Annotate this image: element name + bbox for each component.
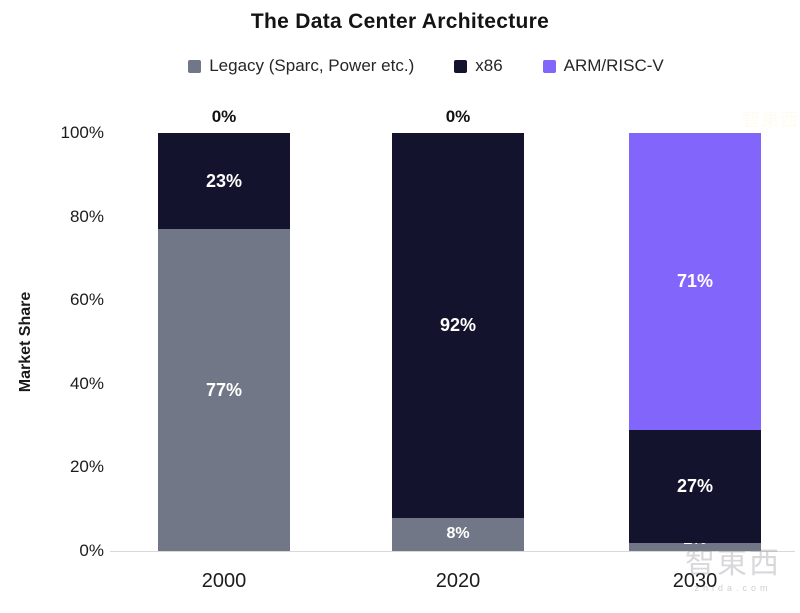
y-tick-60: 60% bbox=[69, 290, 104, 310]
segment-label-x86-2030: 27% bbox=[676, 476, 714, 497]
legend-item-legacy-sparc-power-etc: Legacy (Sparc, Power etc.) bbox=[188, 56, 414, 76]
chart-title: The Data Center Architecture bbox=[250, 10, 550, 33]
legend-item-arm-risc-v: ARM/RISC-V bbox=[542, 56, 664, 76]
above-bar-label-2020: 0% bbox=[445, 107, 471, 126]
bar-2000: 77% 23% bbox=[158, 133, 290, 551]
y-tick-40: 40% bbox=[69, 373, 104, 393]
legend-swatch-x86 bbox=[454, 59, 468, 73]
segment-x86-2020: 92% bbox=[392, 133, 524, 518]
segment-label-x86-2000: 23% bbox=[205, 171, 243, 192]
y-tick-20: 20% bbox=[69, 457, 104, 477]
segment-legacy-sparc-power-etc-2030: 2% bbox=[629, 531, 761, 551]
y-tick-100: 100% bbox=[60, 123, 104, 142]
segment-label-x86-2020: 92% bbox=[439, 315, 477, 336]
segment-label-legacy-sparc-power-etc-2000: 77% bbox=[205, 380, 243, 401]
segment-legacy-sparc-power-etc-2020: 8% bbox=[392, 517, 524, 551]
segment-x86-2030: 27% bbox=[629, 429, 761, 543]
segment-legacy-sparc-power-etc-2000: 77% bbox=[158, 229, 290, 551]
y-tick-0: 0% bbox=[79, 541, 104, 560]
segment-arm-risc-v-2030: 71% bbox=[629, 133, 761, 430]
x-axis-line bbox=[110, 551, 795, 552]
legend-item-x86: x86 bbox=[454, 56, 503, 76]
bar-2030: 2% 27% 71% bbox=[629, 133, 761, 551]
plot-area: 77% 23% 8% 92% 2% 27% 71% bbox=[110, 133, 795, 551]
legend-label-legacy-sparc-power-etc: Legacy (Sparc, Power etc.) bbox=[209, 56, 415, 75]
x-tick-2000: 2000 bbox=[201, 570, 247, 592]
legend-swatch-arm-risc-v bbox=[542, 59, 556, 73]
above-bar-label-2000: 0% bbox=[211, 107, 237, 126]
watermark-top-icon: 智東西 bbox=[742, 110, 799, 130]
legend-label-arm-risc-v: ARM/RISC-V bbox=[563, 56, 664, 75]
segment-x86-2000: 23% bbox=[158, 133, 290, 230]
legend-label-x86: x86 bbox=[475, 56, 503, 75]
segment-label-arm-risc-v-2030: 71% bbox=[676, 271, 714, 292]
x-tick-2030: 2030 bbox=[672, 570, 718, 592]
legend-swatch-legacy-sparc-power-etc bbox=[188, 59, 202, 73]
bar-2020: 8% 92% bbox=[392, 133, 524, 551]
segment-label-legacy-sparc-power-etc-2020: 8% bbox=[446, 525, 470, 543]
y-tick-80: 80% bbox=[69, 206, 104, 226]
x-tick-2020: 2020 bbox=[435, 570, 481, 592]
legend: Legacy (Sparc, Power etc.) x86 ARM/RISC-V bbox=[52, 53, 800, 79]
